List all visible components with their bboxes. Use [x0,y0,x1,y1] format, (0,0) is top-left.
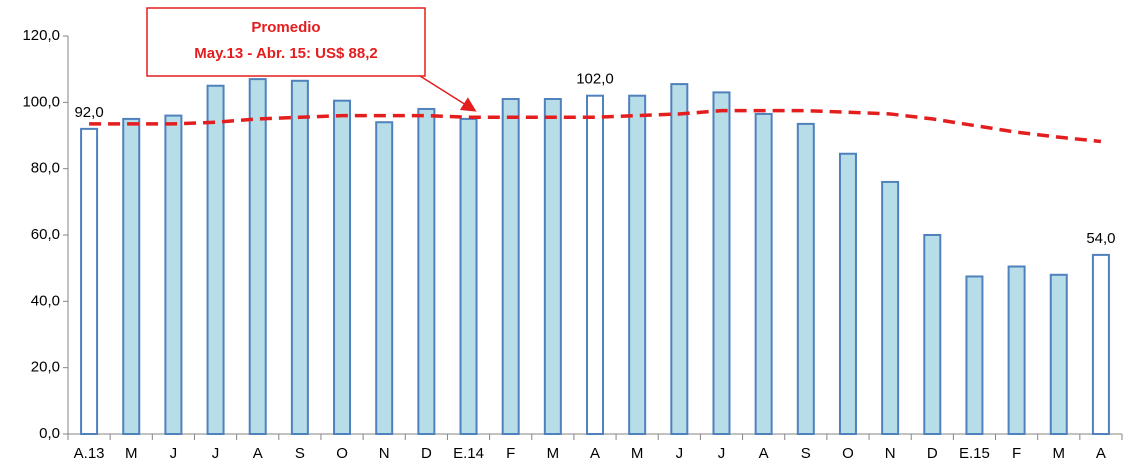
x-tick-label: J [170,445,178,462]
y-tick-label: 80,0 [31,160,60,177]
bar [290,79,309,436]
x-tick-label: D [927,445,938,462]
bar [459,117,478,436]
data-label: 92,0 [74,104,103,121]
annotation-box [146,7,426,77]
bar [754,112,773,435]
bar [586,94,604,435]
bar [670,83,689,435]
bar [1091,253,1110,435]
x-tick-label: M [547,445,560,462]
bar [543,98,562,436]
bar [923,234,942,435]
x-tick-label: D [421,445,432,462]
bar [712,91,731,435]
bar [80,127,99,435]
x-tick-label: J [676,445,684,462]
bar [881,180,900,435]
bar [1049,273,1068,435]
data-label: 54,0 [1086,230,1115,247]
x-tick-label: A [253,445,263,462]
x-tick-label: N [885,445,896,462]
bar [122,117,141,436]
x-tick-label: A [759,445,769,462]
y-tick-label: 100,0 [22,93,60,110]
bar [838,152,857,435]
y-tick-label: 40,0 [31,292,60,309]
bar [796,122,815,436]
annotation-text: May.13 - Abr. 15: US$ 88,2 [194,45,377,62]
y-tick-label: 60,0 [31,226,60,243]
annotation-arrow [419,75,477,112]
x-tick-label: E.15 [959,445,990,462]
x-tick-label: M [631,445,644,462]
x-tick-label: E.14 [453,445,484,462]
bar [501,98,520,436]
bar [333,99,352,436]
annotation-text: Promedio [251,19,320,36]
y-tick-label: 20,0 [31,359,60,376]
data-label: 102,0 [576,71,614,88]
bar [164,114,183,435]
x-tick-label: F [1012,445,1021,462]
x-tick-label: N [379,445,390,462]
x-tick-label: O [336,445,348,462]
bar [206,84,225,435]
x-tick-label: J [718,445,726,462]
bar [248,78,267,435]
bar [375,121,394,435]
x-tick-label: F [506,445,515,462]
bar [628,94,647,435]
x-tick-label: M [1053,445,1066,462]
x-tick-label: J [212,445,220,462]
x-tick-label: S [801,445,811,462]
average-line [89,108,1102,144]
x-tick-label: S [295,445,305,462]
bar [1007,265,1026,435]
x-tick-label: A.13 [74,445,105,462]
x-tick-label: O [842,445,854,462]
x-tick-label: A [1096,445,1106,462]
y-tick-label: 120,0 [22,27,60,44]
y-tick-label: 0,0 [39,425,60,442]
bar [965,275,984,436]
x-tick-label: A [590,445,600,462]
x-tick-label: M [125,445,138,462]
bar [417,107,436,435]
